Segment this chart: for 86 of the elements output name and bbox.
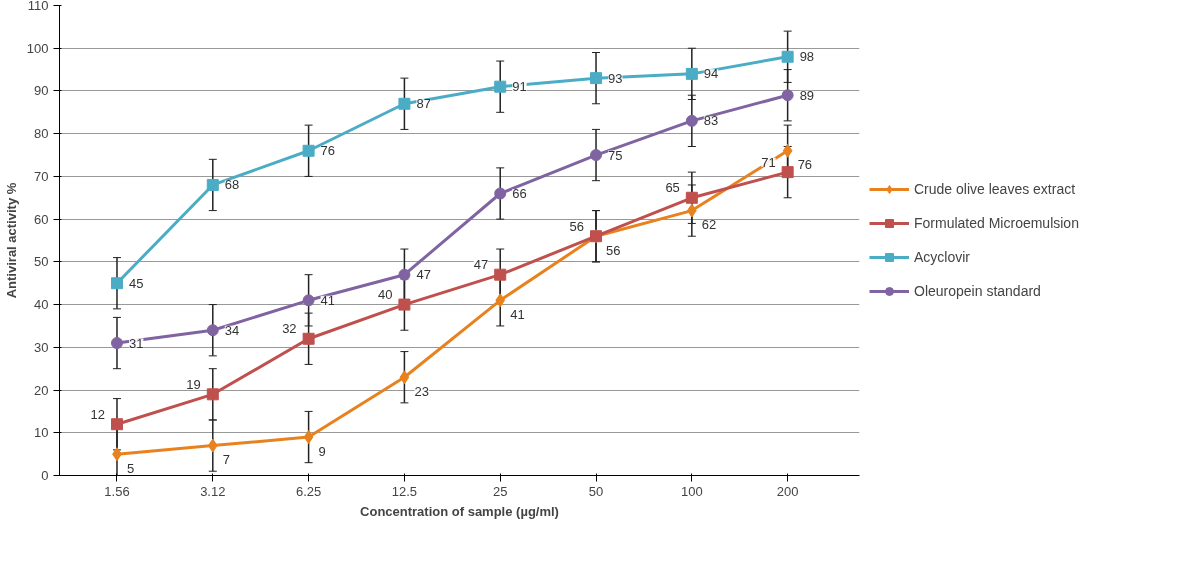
point — [302, 332, 315, 345]
data-label: 98 — [799, 49, 815, 65]
data-label: 75 — [608, 147, 623, 163]
data-label: 5 — [126, 460, 135, 476]
x-tick-label: 100 — [680, 483, 703, 499]
point — [207, 438, 218, 453]
data-label: 89 — [799, 87, 815, 103]
point — [110, 337, 123, 350]
point — [398, 298, 411, 311]
data-label: 31 — [128, 335, 144, 351]
y-tick-label: 60 — [34, 211, 49, 227]
point — [590, 72, 603, 85]
point — [110, 418, 123, 431]
data-label: 56 — [569, 218, 585, 234]
point — [781, 89, 794, 102]
x-tick-label: 3.12 — [200, 483, 226, 499]
data-label: 94 — [703, 66, 719, 82]
data-label: 19 — [186, 376, 201, 392]
x-tick-label: 1.56 — [104, 483, 130, 499]
point — [398, 97, 411, 110]
point — [590, 149, 603, 162]
data-label: 76 — [797, 157, 813, 173]
point — [399, 370, 410, 385]
point — [302, 294, 315, 307]
data-label: 56 — [606, 242, 621, 258]
data-label: 71 — [761, 154, 776, 170]
data-label: 12 — [90, 406, 105, 422]
point — [303, 430, 314, 445]
x-tick-label: 200 — [776, 483, 799, 499]
data-label: 47 — [416, 267, 431, 283]
data-label: 93 — [608, 70, 623, 86]
data-label: 40 — [377, 287, 393, 303]
point — [781, 50, 794, 63]
data-label: 41 — [320, 292, 336, 308]
data-label: 32 — [282, 321, 297, 337]
y-tick-label: 50 — [34, 254, 49, 270]
x-tick-label: 25 — [492, 483, 508, 499]
y-tick-label: 100 — [26, 40, 49, 56]
y-tick-label: 110 — [27, 0, 49, 13]
y-tick-label: 30 — [34, 339, 49, 355]
point — [206, 324, 219, 337]
point — [685, 114, 698, 127]
point — [494, 268, 507, 281]
data-label: 87 — [416, 96, 431, 112]
x-tick-label: 12.5 — [391, 483, 418, 499]
legend-label: Oleuropein standard — [914, 283, 1041, 299]
point — [206, 388, 219, 401]
point — [781, 166, 794, 179]
data-label: 83 — [703, 113, 719, 129]
point — [398, 268, 411, 281]
y-tick-label: 10 — [34, 425, 49, 441]
x-axis-title: Concentration of sample (µg/ml) — [360, 503, 559, 519]
legend-label: Formulated Microemulsion — [914, 215, 1079, 231]
data-label: 47 — [473, 257, 489, 273]
legend-label: Acyclovir — [914, 249, 971, 265]
y-tick-label: 0 — [41, 468, 49, 483]
data-label: 62 — [701, 217, 717, 233]
y-tick-label: 80 — [34, 126, 49, 142]
point — [685, 67, 698, 80]
data-label: 68 — [224, 177, 240, 193]
data-label: 91 — [512, 79, 527, 95]
data-label: 76 — [320, 143, 336, 159]
x-tick-label: 50 — [588, 483, 604, 499]
point — [685, 191, 698, 204]
legend-label: Crude olive leaves extract — [914, 181, 1076, 197]
data-label: 7 — [222, 452, 231, 468]
point — [494, 187, 507, 200]
point — [110, 277, 123, 290]
x-tick-label: 6.25 — [295, 483, 322, 499]
point — [302, 144, 315, 157]
point — [494, 80, 507, 93]
y-tick-label: 90 — [34, 83, 49, 99]
point — [782, 143, 793, 158]
data-label: 9 — [318, 443, 326, 459]
point — [495, 293, 506, 308]
data-label: 45 — [128, 275, 144, 291]
data-label: 41 — [510, 306, 525, 322]
data-label: 23 — [414, 383, 429, 399]
point — [206, 178, 219, 191]
data-label: 34 — [224, 322, 240, 338]
y-tick-label: 20 — [34, 382, 49, 398]
y-tick-label: 70 — [34, 168, 49, 184]
data-label: 66 — [512, 186, 527, 201]
y-tick-label: 40 — [34, 297, 49, 313]
data-label: 65 — [665, 180, 680, 196]
y-axis-title: Antiviral activity % — [3, 182, 19, 299]
